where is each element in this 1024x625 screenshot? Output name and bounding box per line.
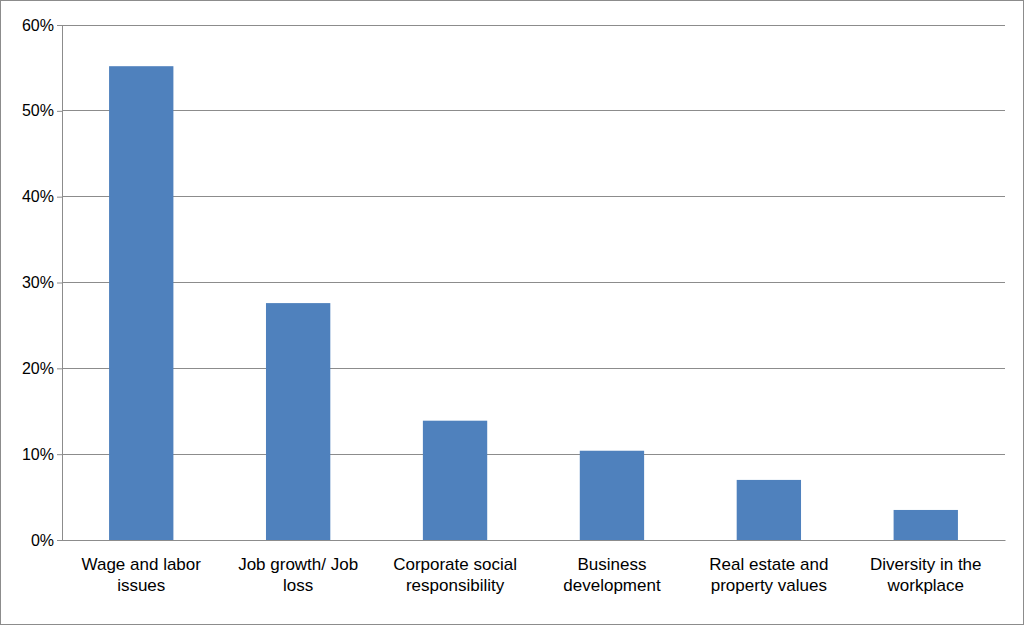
y-tick: 10%: [22, 446, 62, 463]
x-tick-label-line: development: [563, 576, 661, 595]
y-tick-label: 60%: [22, 17, 54, 34]
grid: [62, 25, 1005, 540]
grid-line: [62, 282, 1005, 283]
x-tick-label-line: Wage and labor: [82, 555, 202, 574]
bar: [266, 303, 330, 540]
y-tick-label: 10%: [22, 446, 54, 463]
x-tick: Real estate and property values: [709, 540, 828, 595]
x-tick-label: Wage and labor issues: [82, 555, 202, 595]
grid-line: [62, 454, 1005, 455]
grid-line: [62, 368, 1005, 369]
bar: [109, 66, 173, 540]
y-tick-mark: [57, 368, 62, 369]
x-tick-label-line: Business: [577, 555, 646, 574]
x-tick-label-line: Corporate social: [393, 555, 517, 574]
y-tick-label: 40%: [22, 188, 54, 205]
bar: [737, 480, 801, 540]
x-tick-label: Job growth/ Job loss: [238, 555, 358, 595]
x-tick-label-line: issues: [117, 576, 165, 595]
x-tick-label: Real estate and property values: [709, 555, 828, 595]
x-tick-label: Corporate social responsibility: [393, 555, 517, 595]
y-tick-mark: [57, 197, 62, 198]
x-tick: Corporate social responsibility: [393, 540, 517, 595]
y-tick: 20%: [22, 360, 62, 377]
y-axis: 0% 10% 20% 30% 40% 50% 60%: [22, 17, 63, 549]
x-tick-label-line: Diversity in the: [870, 555, 981, 574]
x-tick-label-line: Job growth/ Job: [238, 555, 358, 574]
x-tick-label-line: property values: [711, 576, 827, 595]
x-tick-label: Business development: [563, 555, 661, 595]
y-tick-label: 20%: [22, 360, 54, 377]
bars: [109, 66, 958, 540]
x-tick: Business development: [563, 540, 661, 595]
y-tick-mark: [57, 111, 62, 112]
y-tick: 40%: [22, 188, 62, 205]
x-axis-line: [63, 540, 1006, 541]
grid-line: [62, 540, 1005, 541]
plot: 0% 10% 20% 30% 40% 50% 60% Wage and labor issues…: [22, 17, 1006, 596]
x-tick: Job growth/ Job loss: [238, 540, 358, 595]
x-tick-label: Diversity in the workplace: [870, 555, 981, 595]
grid-line: [62, 25, 1005, 26]
y-tick-label: 50%: [22, 102, 54, 119]
grid-line: [62, 196, 1005, 197]
y-tick-mark: [57, 454, 62, 455]
x-tick: Diversity in the workplace: [870, 540, 981, 595]
bar: [423, 421, 487, 540]
x-tick: Wage and labor issues: [82, 540, 202, 595]
chart: 0% 10% 20% 30% 40% 50% 60% Wage and labor issues…: [0, 0, 1024, 625]
y-tick: 30%: [22, 274, 62, 291]
y-tick-mark: [57, 283, 62, 284]
x-tick-label-line: responsibility: [406, 576, 505, 595]
y-tick-mark: [57, 540, 62, 541]
x-tick-label-line: workplace: [886, 576, 964, 595]
bar: [894, 510, 958, 540]
bar: [580, 451, 644, 540]
chart-frame: [1, 1, 1024, 625]
y-tick-label: 0%: [31, 532, 54, 549]
y-tick-label: 30%: [22, 274, 54, 291]
grid-line: [62, 110, 1005, 111]
x-tick-label-line: loss: [283, 576, 313, 595]
x-tick-label-line: Real estate and: [709, 555, 828, 574]
y-tick: 60%: [22, 17, 62, 34]
x-axis: Wage and labor issues Job growth/ Job loss C…: [63, 540, 1006, 595]
y-axis-line: [62, 26, 63, 541]
y-tick-mark: [57, 25, 62, 26]
y-tick: 50%: [22, 102, 62, 119]
y-tick: 0%: [31, 532, 62, 549]
